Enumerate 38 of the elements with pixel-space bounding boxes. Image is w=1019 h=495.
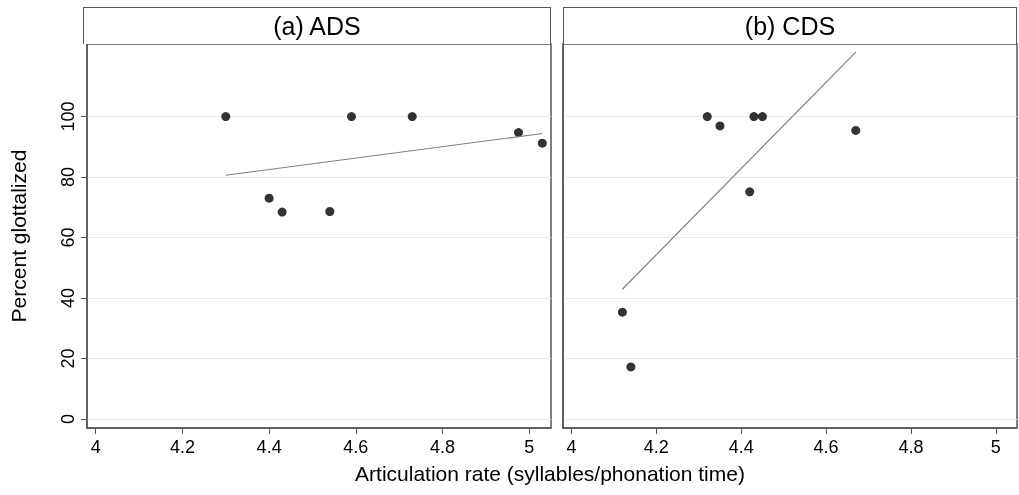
y-tick-label: 20	[58, 348, 78, 369]
x-tick-label: 4.4	[728, 437, 754, 457]
x-tick-label: 4.6	[343, 437, 369, 457]
point	[221, 112, 231, 122]
x-tick-label: 4	[90, 437, 101, 457]
x-tick-label: 4.8	[898, 437, 924, 457]
chart-title: (b) CDS	[563, 7, 1017, 44]
point	[617, 307, 627, 317]
x-tick-label: 5	[990, 437, 1001, 457]
x-tick-label: 4	[566, 437, 577, 457]
x-tick-label: 4.2	[643, 437, 669, 457]
point	[264, 193, 274, 203]
point	[757, 112, 767, 122]
x-tick-label: 4.6	[813, 437, 839, 457]
x-axis-title: Articulation rate (syllables/phonation time)	[354, 462, 746, 486]
point	[277, 207, 287, 217]
y-tick-label: 80	[58, 167, 78, 188]
point	[407, 112, 417, 122]
y-tick-label: 0	[58, 413, 78, 424]
y-axis-title: Percent glottalized	[7, 149, 30, 323]
x-tick-label: 4.2	[169, 437, 195, 457]
x-tick-label: 5	[524, 437, 535, 457]
point	[749, 112, 759, 122]
y-tick-label: 100	[58, 101, 78, 132]
point	[347, 112, 357, 122]
point	[626, 362, 636, 372]
y-tick-label: 60	[58, 227, 78, 248]
point	[715, 121, 725, 131]
point	[325, 207, 335, 217]
point	[513, 128, 523, 138]
point	[537, 138, 547, 148]
chart-title: (a) ADS	[83, 7, 551, 44]
point	[745, 187, 755, 197]
x-tick-label: 4.4	[256, 437, 282, 457]
y-tick-label: 40	[58, 287, 78, 308]
point	[702, 112, 712, 122]
point	[851, 125, 861, 135]
x-tick-label: 4.8	[430, 437, 456, 457]
